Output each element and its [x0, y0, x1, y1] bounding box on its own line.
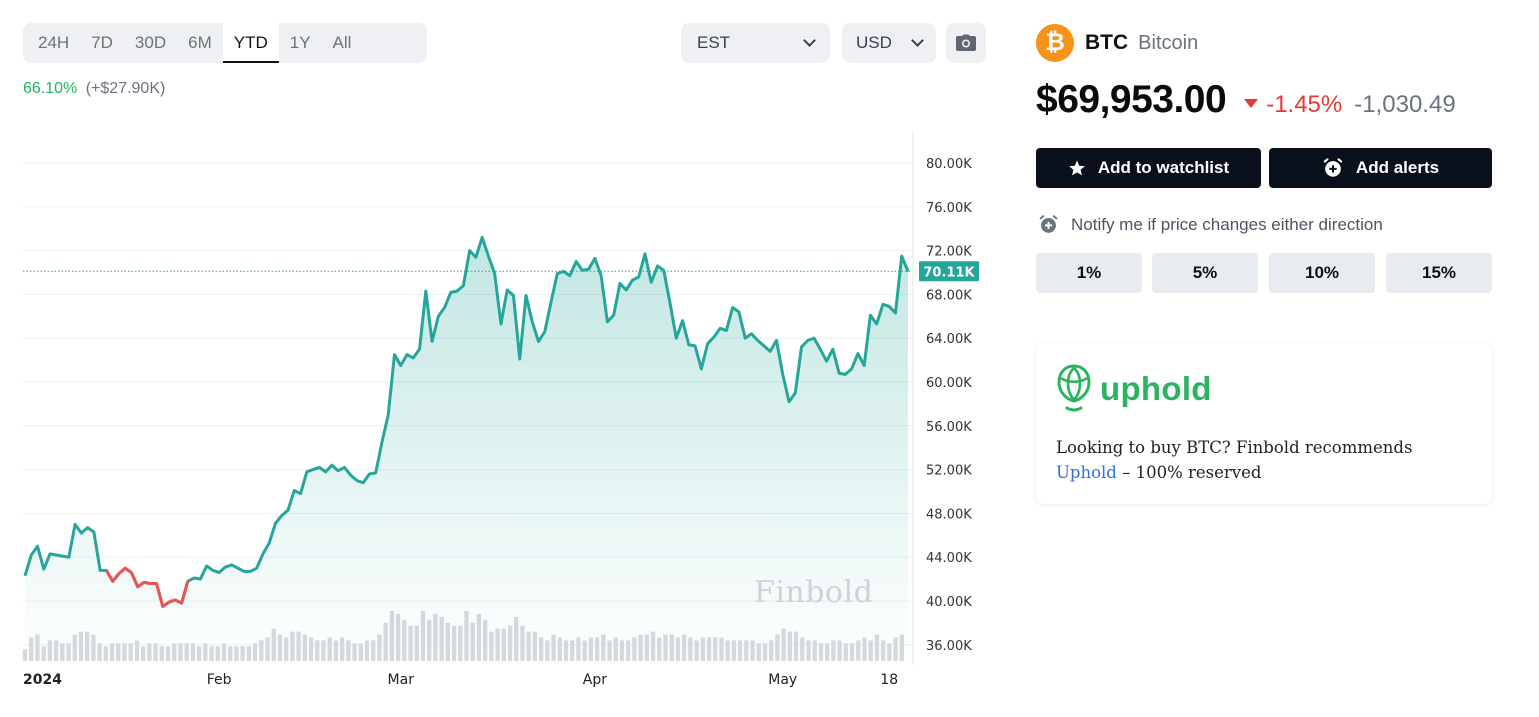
alerts-label: Add alerts [1355, 158, 1440, 177]
range-tab-7d[interactable]: 7D [91, 33, 113, 52]
range-tab-ytd[interactable]: YTD [222, 23, 279, 63]
ad-text: Looking to buy BTC? Finbold recommends U… [1056, 435, 1476, 485]
period-change-absolute: (+$27.90K) [85, 80, 166, 97]
price-change-percent: -1.45% [1266, 91, 1343, 118]
range-tab-24h[interactable]: 24H [38, 33, 70, 52]
ad-text-main: Looking to buy BTC? Finbold recommends [1056, 438, 1413, 457]
y-tick-label: 64.00K [926, 332, 972, 347]
notify-text: Notify me if price changes either direct… [1071, 214, 1383, 234]
current-price-badge [919, 261, 979, 282]
price-line-down-segment [105, 566, 133, 583]
down-triangle-icon [1244, 99, 1259, 108]
period-change-percent: 66.10% [23, 80, 78, 97]
y-tick-label: 68.00K [926, 288, 972, 303]
price-chart[interactable]: 80.00K 76.00K 72.00K 68.00K 64.00K 60.00K 56.0… [0, 120, 1000, 700]
y-tick-label: 60.00K [926, 376, 972, 391]
current-price-label: 70.11K [923, 265, 975, 280]
price-change-absolute: -1,030.49 [1354, 91, 1456, 118]
notify-1-percent-button[interactable]: 1% [1036, 253, 1142, 293]
notify-10-percent-button[interactable]: 10% [1269, 253, 1375, 293]
star-icon [1068, 160, 1085, 176]
camera-icon [956, 34, 976, 51]
notify-15-percent-button[interactable]: 15% [1386, 253, 1492, 293]
price-line-down-segment [161, 580, 190, 608]
add-alerts-button[interactable]: Add alerts [1269, 148, 1492, 188]
alarm-plus-icon [1323, 158, 1343, 177]
y-tick-label: 52.00K [926, 464, 972, 479]
add-to-watchlist-button[interactable]: Add to watchlist [1036, 148, 1261, 188]
currency-value: USD [856, 33, 892, 52]
y-tick-label: 56.00K [926, 420, 972, 435]
range-tab-6m[interactable]: 6M [188, 33, 212, 52]
x-tick-label: 2024 [23, 672, 62, 688]
chevron-down-icon [911, 34, 924, 47]
y-tick-label: 72.00K [926, 245, 972, 260]
uphold-link[interactable]: Uphold [1056, 463, 1117, 482]
timezone-select[interactable]: EST [681, 23, 830, 63]
time-range-tabs: 24H 7D 30D 6M YTD 1Y All [23, 23, 427, 63]
range-tab-30d[interactable]: 30D [134, 33, 167, 52]
period-change: 66.10% (+$27.90K) [23, 80, 165, 98]
y-tick-label: 76.00K [926, 201, 972, 216]
bitcoin-logo-icon: ₿ [1036, 24, 1074, 62]
x-tick-label: Feb [207, 672, 232, 688]
y-tick-label: 44.00K [926, 551, 972, 566]
y-tick-label: 80.00K [926, 157, 972, 172]
range-tab-all[interactable]: All [332, 33, 352, 52]
y-tick-label: 48.00K [926, 507, 972, 522]
watchlist-label: Add to watchlist [1097, 158, 1230, 177]
x-tick-label: May [768, 672, 797, 688]
uphold-wordmark: uphold [1100, 370, 1212, 407]
chevron-down-icon [803, 34, 816, 47]
uphold-logo[interactable]: uphold [1056, 363, 1212, 415]
ad-text-suffix: – 100% reserved [1116, 463, 1262, 482]
coin-name: Bitcoin [1138, 31, 1199, 54]
current-price: $69,953.00 [1036, 78, 1227, 121]
price-line-down-segment [130, 571, 165, 607]
uphold-ad-card: uphold Looking to buy BTC? Finbold recom… [1036, 343, 1492, 504]
screenshot-button[interactable] [946, 23, 986, 63]
x-tick-label: Apr [583, 672, 607, 688]
uphold-logo-icon [1057, 364, 1091, 412]
finbold-watermark: Finbold [754, 575, 874, 610]
price-row: $69,953.00 -1.45% -1,030.49 [1036, 78, 1456, 122]
range-tab-1y[interactable]: 1Y [289, 33, 311, 52]
timezone-value: EST [697, 33, 731, 52]
x-tick-label: Mar [388, 672, 415, 688]
coin-symbol: BTC [1085, 31, 1129, 54]
currency-select[interactable]: USD [842, 23, 936, 63]
alarm-plus-icon [1039, 215, 1058, 233]
x-tick-label: 18 [880, 672, 898, 688]
notify-5-percent-button[interactable]: 5% [1152, 253, 1258, 293]
y-tick-label: 36.00K [926, 639, 972, 654]
y-tick-label: 40.00K [926, 595, 972, 610]
coin-header: ₿ BTC Bitcoin [1036, 24, 1198, 62]
notify-row: Notify me if price changes either direct… [1038, 214, 1383, 235]
